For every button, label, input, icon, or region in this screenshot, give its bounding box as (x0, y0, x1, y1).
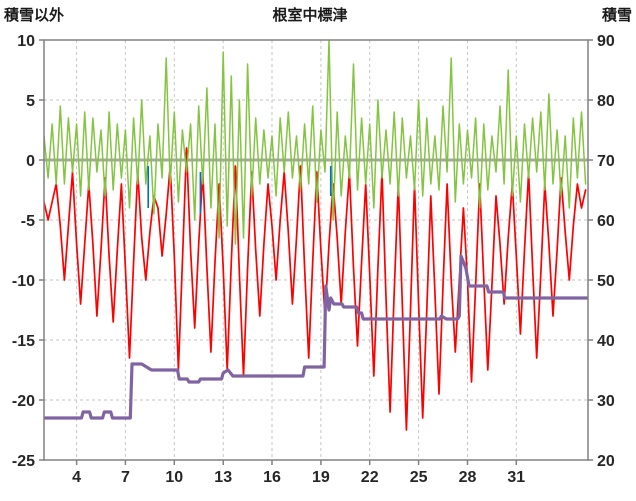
right-tick-label: 70 (597, 153, 615, 170)
x-tick-label: 13 (214, 469, 232, 486)
right-axis-title: 積雪 (601, 6, 632, 24)
right-tick-label: 20 (597, 453, 615, 470)
x-tick-label: 19 (312, 469, 330, 486)
x-tick-label: 10 (165, 469, 183, 486)
right-tick-label: 40 (597, 333, 615, 350)
x-tick-label: 16 (263, 469, 281, 486)
left-axis-title: 積雪以外 (3, 6, 64, 24)
right-tick-label: 90 (597, 33, 615, 50)
chart-title: 根室中標津 (272, 6, 347, 24)
left-tick-label: -25 (12, 453, 35, 470)
left-tick-label: -20 (12, 393, 35, 410)
left-tick-label: 0 (26, 153, 35, 170)
right-tick-label: 60 (597, 213, 615, 230)
x-tick-label: 7 (121, 469, 130, 486)
right-tick-label: 30 (597, 393, 615, 410)
right-tick-label: 80 (597, 93, 615, 110)
green-oscillating-line (44, 40, 587, 245)
plot-area: 4 7 10 13 16 19 22 25 28 311050-5-10-15-20-259080… (12, 33, 615, 486)
x-tick-label: 28 (459, 469, 477, 486)
right-tick-label: 50 (597, 273, 615, 290)
x-tick-label: 4 (72, 469, 81, 486)
series-layer (44, 40, 588, 431)
x-tick-label: 31 (507, 469, 525, 486)
left-tick-label: 5 (26, 93, 35, 110)
temperature-red-line (44, 147, 587, 431)
left-tick-label: -5 (21, 213, 35, 230)
left-tick-label: -15 (12, 333, 35, 350)
plot-border (43, 39, 589, 461)
snow-depth-step-line (44, 254, 588, 420)
x-tick-label: 25 (410, 469, 428, 486)
x-tick-label: 22 (361, 469, 379, 486)
left-tick-label: -10 (12, 273, 35, 290)
left-tick-label: 10 (17, 33, 35, 50)
